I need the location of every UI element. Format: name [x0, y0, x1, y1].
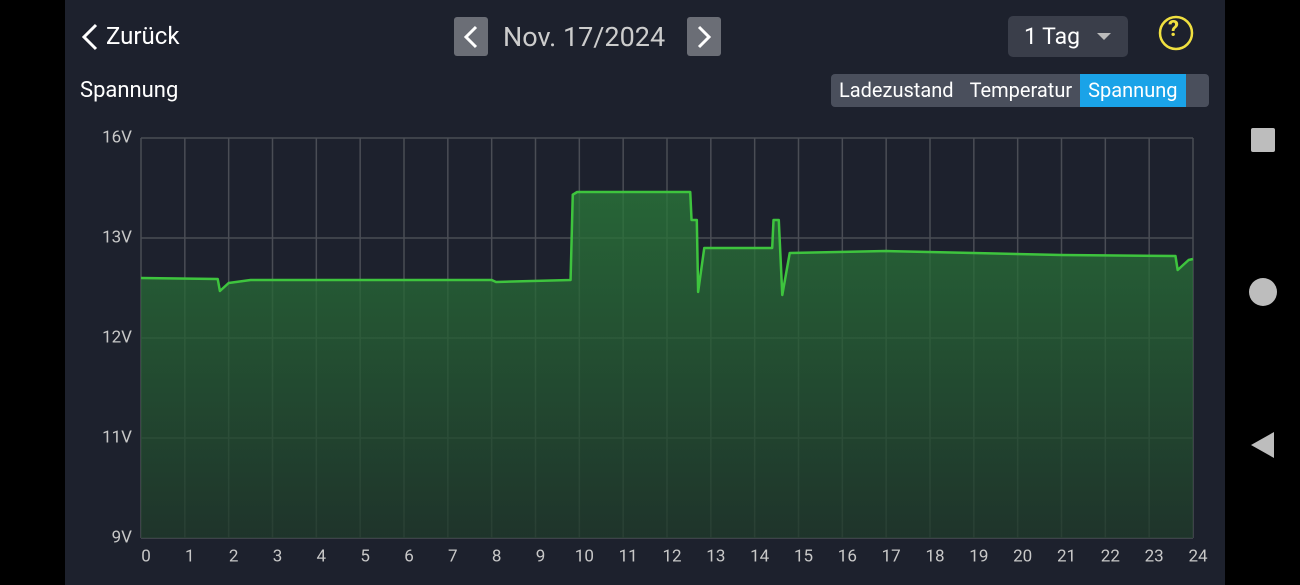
- x-tick-label: 8: [492, 546, 502, 566]
- x-tick-label: 13: [706, 546, 725, 566]
- back-label[interactable]: Zurück: [106, 22, 180, 50]
- x-tick-label: 5: [360, 546, 370, 566]
- chart-title: Spannung: [80, 78, 179, 103]
- x-tick-label: 9: [536, 546, 546, 566]
- x-tick-label: 15: [794, 546, 813, 566]
- x-tick-label: 1: [185, 546, 195, 566]
- nav-home[interactable]: [1249, 278, 1277, 306]
- y-tick-label: 13V: [102, 227, 132, 247]
- x-tick-label: 16: [838, 546, 857, 566]
- x-tick-label: 12: [662, 546, 681, 566]
- y-tick-label: 12V: [102, 327, 132, 347]
- range-dropdown[interactable]: [1008, 16, 1128, 57]
- area: [141, 192, 1193, 538]
- x-tick-label: 0: [141, 546, 151, 566]
- dropdown-arrow: [1097, 33, 1111, 40]
- x-tick-label: 11: [619, 546, 638, 566]
- x-tick-label: 24: [1188, 546, 1208, 566]
- x-tick-label: 7: [448, 546, 458, 566]
- x-tick-label: 4: [317, 546, 327, 566]
- x-tick-label: 6: [404, 546, 414, 566]
- y-tick-label: 16V: [102, 127, 132, 147]
- date: Nov. 17/2024: [503, 21, 666, 53]
- x-tick-label: 18: [925, 546, 944, 566]
- y-tick-label: 11V: [102, 427, 132, 447]
- tab[interactable]: Ladezustand: [839, 78, 954, 102]
- prev-button[interactable]: [454, 17, 488, 56]
- x-tick-label: 19: [969, 546, 988, 566]
- tab[interactable]: Temperatur: [969, 78, 1073, 102]
- next-button[interactable]: [687, 17, 721, 56]
- x-tick-label: 22: [1101, 546, 1120, 566]
- x-tick-label: 17: [882, 546, 901, 566]
- help-button[interactable]: [1158, 15, 1194, 51]
- prev-icon: [463, 25, 478, 49]
- x-tick-label: 23: [1145, 546, 1164, 566]
- x-tick-label: 21: [1057, 546, 1076, 566]
- x-tick-label: 14: [750, 546, 770, 566]
- y-tick-label: 9V: [112, 527, 133, 547]
- help-label[interactable]: ?: [1168, 17, 1179, 42]
- tab-active[interactable]: Spannung: [1080, 74, 1186, 107]
- line: [140, 190, 1194, 297]
- x-tick-label: 20: [1013, 546, 1032, 566]
- nav-recent[interactable]: [1251, 128, 1275, 152]
- tabs: Ladezustand Temperatur Spannung: [831, 74, 1209, 107]
- nav-back[interactable]: [1251, 432, 1274, 458]
- x-tick-label: 3: [273, 546, 283, 566]
- back-icon[interactable]: [81, 23, 98, 51]
- range-label[interactable]: 1 Tag: [1024, 23, 1081, 50]
- x-tick-label: 2: [229, 546, 239, 566]
- next-icon: [697, 25, 712, 49]
- x-tick-label: 10: [575, 546, 594, 566]
